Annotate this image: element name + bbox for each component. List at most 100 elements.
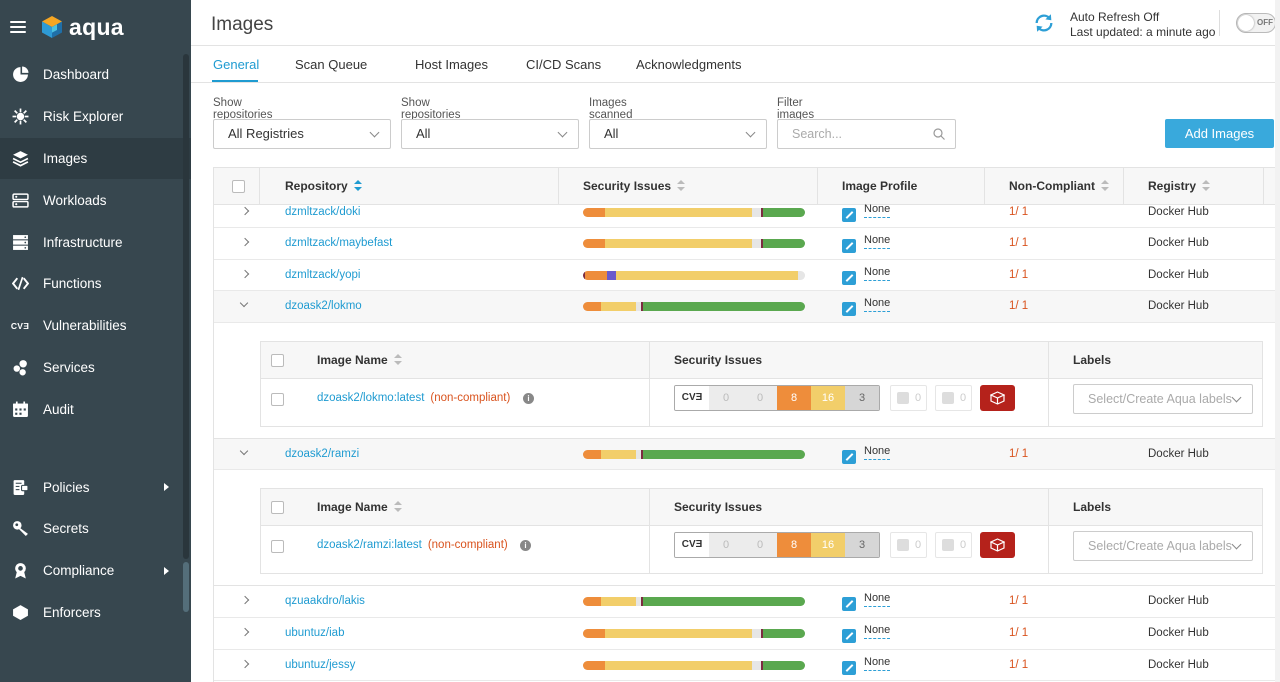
- table-row[interactable]: dzoask2/lokmo None 1/ 1 Docker Hub: [214, 291, 1280, 323]
- image-checkbox[interactable]: [271, 540, 284, 554]
- cve-count-cell[interactable]: 3: [845, 533, 879, 558]
- profile-value[interactable]: None: [864, 266, 890, 281]
- scanned-select[interactable]: All: [589, 119, 767, 149]
- cve-count-cell[interactable]: 0: [743, 533, 777, 558]
- vulnerability-counts[interactable]: CVƎ 0 0 8 16 3: [674, 384, 880, 411]
- sidebar-item-compliance[interactable]: Compliance: [0, 550, 191, 592]
- sidebar-item-dashboard[interactable]: Dashboard: [0, 54, 191, 96]
- edit-profile-icon[interactable]: [842, 449, 856, 464]
- tab-host-images[interactable]: Host Images: [415, 57, 488, 72]
- table-row[interactable]: dzmltzack/yopi None 1/ 1 Docker Hub: [214, 259, 1280, 292]
- profile-value[interactable]: None: [864, 592, 890, 608]
- sort-icon[interactable]: [1202, 179, 1211, 192]
- repository-link[interactable]: dzmltzack/doki: [285, 206, 361, 218]
- profile-value[interactable]: None: [864, 656, 890, 671]
- sidebar-item-services[interactable]: Services: [0, 347, 191, 389]
- cve-count-cell[interactable]: 0: [709, 385, 743, 410]
- refresh-icon[interactable]: [1033, 12, 1055, 34]
- select-all-images-checkbox[interactable]: [271, 501, 284, 515]
- sort-icon[interactable]: [393, 501, 402, 513]
- sensitive-data-badge[interactable]: 0: [935, 384, 972, 411]
- col-non-compliant[interactable]: Non-Compliant: [1009, 179, 1109, 193]
- add-images-button[interactable]: Add Images: [1165, 119, 1274, 148]
- profile-value[interactable]: None: [864, 445, 890, 460]
- repository-link[interactable]: dzmltzack/maybefast: [285, 237, 393, 249]
- info-icon[interactable]: i: [520, 540, 531, 552]
- sidebar-item-secrets[interactable]: Secrets: [0, 508, 191, 550]
- sensitive-data-badge[interactable]: 0: [935, 532, 972, 559]
- sidebar-item-policies[interactable]: Policies: [0, 466, 191, 508]
- col-image-name[interactable]: Image Name: [317, 353, 402, 367]
- sidebar-scrollbar-thumb[interactable]: [183, 562, 189, 612]
- table-row[interactable]: dzmltzack/maybefast None 1/ 1 Docker Hub: [214, 228, 1280, 260]
- sidebar-item-enforcers[interactable]: Enforcers: [0, 592, 191, 634]
- repository-link[interactable]: dzoask2/ramzi: [285, 447, 360, 460]
- expand-chevron-icon[interactable]: [240, 237, 250, 247]
- edit-profile-icon[interactable]: [842, 239, 856, 253]
- vulnerability-counts[interactable]: CVƎ 0 0 8 16 3: [674, 532, 880, 559]
- cve-count-cell[interactable]: 8: [777, 385, 811, 410]
- cve-count-cell[interactable]: 16: [811, 385, 845, 410]
- sidebar-item-risk-explorer[interactable]: Risk Explorer: [0, 96, 191, 138]
- expand-chevron-icon[interactable]: [240, 206, 250, 216]
- sidebar-item-infrastructure[interactable]: Infrastructure: [0, 221, 191, 263]
- page-scrollbar[interactable]: [1275, 0, 1280, 682]
- expand-chevron-icon[interactable]: [240, 269, 250, 278]
- sidebar-item-audit[interactable]: Audit: [0, 388, 191, 430]
- repository-link[interactable]: qzuaakdro/lakis: [285, 595, 365, 608]
- repository-link[interactable]: ubuntuz/jessy: [285, 658, 356, 671]
- sidebar-item-vulnerabilities[interactable]: CVƎ Vulnerabilities: [0, 305, 191, 347]
- malware-count-badge[interactable]: 0: [890, 532, 927, 559]
- col-security-issues[interactable]: Security Issues: [583, 179, 686, 193]
- tab-general[interactable]: General: [213, 57, 260, 72]
- image-link[interactable]: dzoask2/ramzi:latest: [317, 539, 422, 552]
- labels-select[interactable]: Select/Create Aqua labels: [1073, 383, 1253, 414]
- profile-value[interactable]: None: [864, 203, 890, 218]
- assurance-policy-button[interactable]: [980, 384, 1015, 411]
- cve-count-cell[interactable]: 16: [811, 533, 845, 558]
- image-name[interactable]: dzoask2/ramzi:latest (non-compliant): [317, 539, 508, 551]
- info-icon[interactable]: i: [523, 392, 534, 404]
- edit-profile-icon[interactable]: [842, 208, 856, 222]
- cve-count-cell[interactable]: 0: [709, 533, 743, 558]
- sidebar-item-workloads[interactable]: Workloads: [0, 179, 191, 221]
- labels-select[interactable]: Select/Create Aqua labels: [1073, 531, 1253, 562]
- table-row[interactable]: ubuntuz/iab None 1/ 1 Docker Hub: [214, 617, 1280, 650]
- aqua-logo[interactable]: aqua: [40, 14, 124, 41]
- registries-select[interactable]: All Registries: [213, 119, 391, 149]
- select-all-checkbox[interactable]: [232, 180, 245, 193]
- table-row[interactable]: dzoask2/ramzi None 1/ 1 Docker Hub: [214, 438, 1280, 471]
- repos-with-select[interactable]: All: [401, 119, 579, 149]
- cve-count-cell[interactable]: 3: [845, 385, 879, 410]
- auto-refresh-toggle[interactable]: OFF: [1236, 13, 1276, 33]
- edit-profile-icon[interactable]: [842, 597, 856, 612]
- cve-count-cell[interactable]: 8: [777, 533, 811, 558]
- collapse-chevron-icon[interactable]: [239, 446, 249, 456]
- repository-link[interactable]: dzoask2/lokmo: [285, 300, 362, 313]
- repository-link[interactable]: dzmltzack/yopi: [285, 268, 361, 281]
- assurance-policy-button[interactable]: [980, 532, 1015, 559]
- malware-count-badge[interactable]: 0: [890, 384, 927, 411]
- table-row[interactable]: ubuntuz/jessy None 1/ 1 Docker Hub: [214, 649, 1280, 682]
- sidebar-item-functions[interactable]: Functions: [0, 263, 191, 305]
- repository-link[interactable]: ubuntuz/iab: [285, 626, 345, 639]
- profile-value[interactable]: None: [864, 234, 890, 249]
- sort-icon[interactable]: [677, 179, 686, 192]
- edit-profile-icon[interactable]: [842, 660, 856, 675]
- edit-profile-icon[interactable]: [842, 628, 856, 643]
- sidebar-scrollbar-track[interactable]: [183, 54, 189, 559]
- expand-chevron-icon[interactable]: [240, 596, 250, 605]
- expand-chevron-icon[interactable]: [240, 627, 250, 637]
- col-repository[interactable]: Repository: [285, 179, 362, 193]
- select-all-images-checkbox[interactable]: [271, 353, 284, 367]
- expand-chevron-icon[interactable]: [240, 659, 250, 668]
- table-row[interactable]: qzuaakdro/lakis None 1/ 1 Docker Hub: [214, 586, 1280, 618]
- image-name[interactable]: dzoask2/lokmo:latest (non-compliant): [317, 392, 510, 404]
- tab-acknowledgments[interactable]: Acknowledgments: [636, 57, 742, 72]
- col-registry[interactable]: Registry: [1148, 179, 1211, 193]
- sidebar-item-images[interactable]: Images: [0, 137, 191, 180]
- edit-profile-icon[interactable]: [842, 302, 856, 317]
- sort-icon[interactable]: [1101, 179, 1109, 192]
- search-input[interactable]: Search...: [777, 119, 956, 149]
- profile-value[interactable]: None: [864, 624, 890, 639]
